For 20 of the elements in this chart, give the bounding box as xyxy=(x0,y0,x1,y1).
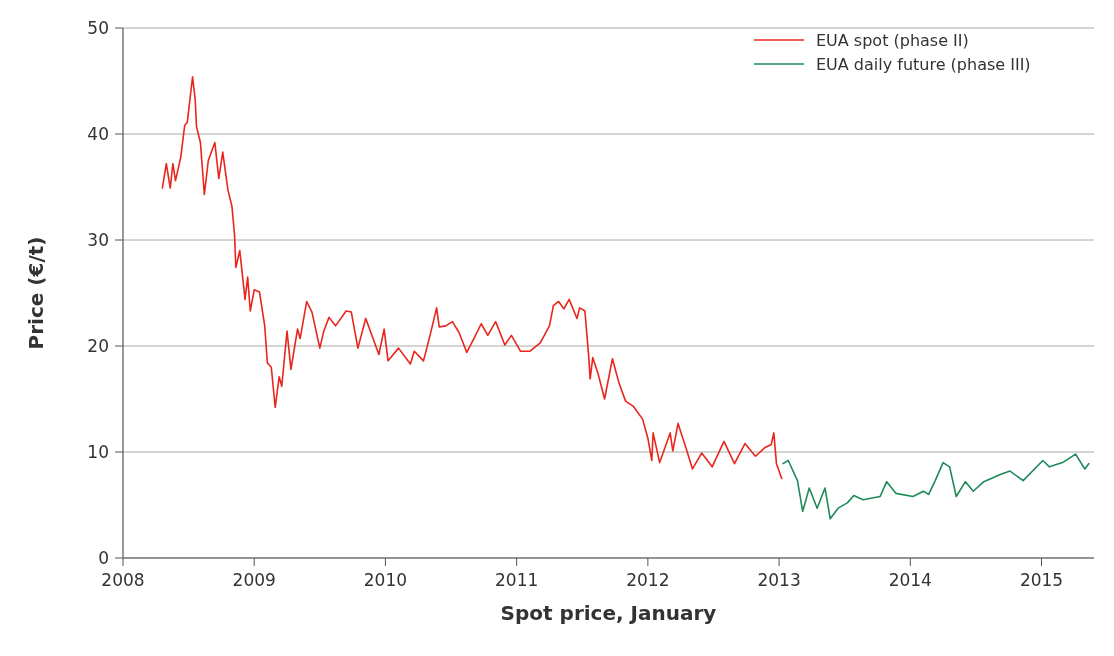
y-tick-label: 0 xyxy=(98,547,109,568)
line-series xyxy=(782,453,1090,520)
line-series xyxy=(161,75,783,480)
x-tick-label: 2014 xyxy=(888,570,932,590)
x-tick-label: 2011 xyxy=(495,570,539,590)
y-tick-label: 50 xyxy=(87,17,109,38)
legend-label: EUA spot (phase II) xyxy=(816,31,969,50)
legend-label: EUA daily future (phase III) xyxy=(816,55,1031,74)
y-axis-title: Price (€/t) xyxy=(24,236,48,350)
x-tick-label: 2008 xyxy=(101,570,145,590)
x-tick-label: 2012 xyxy=(626,570,670,590)
x-tick-label: 2009 xyxy=(232,570,276,590)
y-tick-label: 30 xyxy=(87,229,109,250)
x-tick-label: 2010 xyxy=(363,570,408,590)
x-tick-label: 2013 xyxy=(757,570,801,590)
x-tick-label: 2015 xyxy=(1019,570,1064,590)
y-tick-label: 10 xyxy=(87,441,109,462)
x-axis-title: Spot price, January xyxy=(500,601,717,625)
y-tick-label: 20 xyxy=(87,335,109,356)
y-tick-label: 40 xyxy=(87,123,109,144)
